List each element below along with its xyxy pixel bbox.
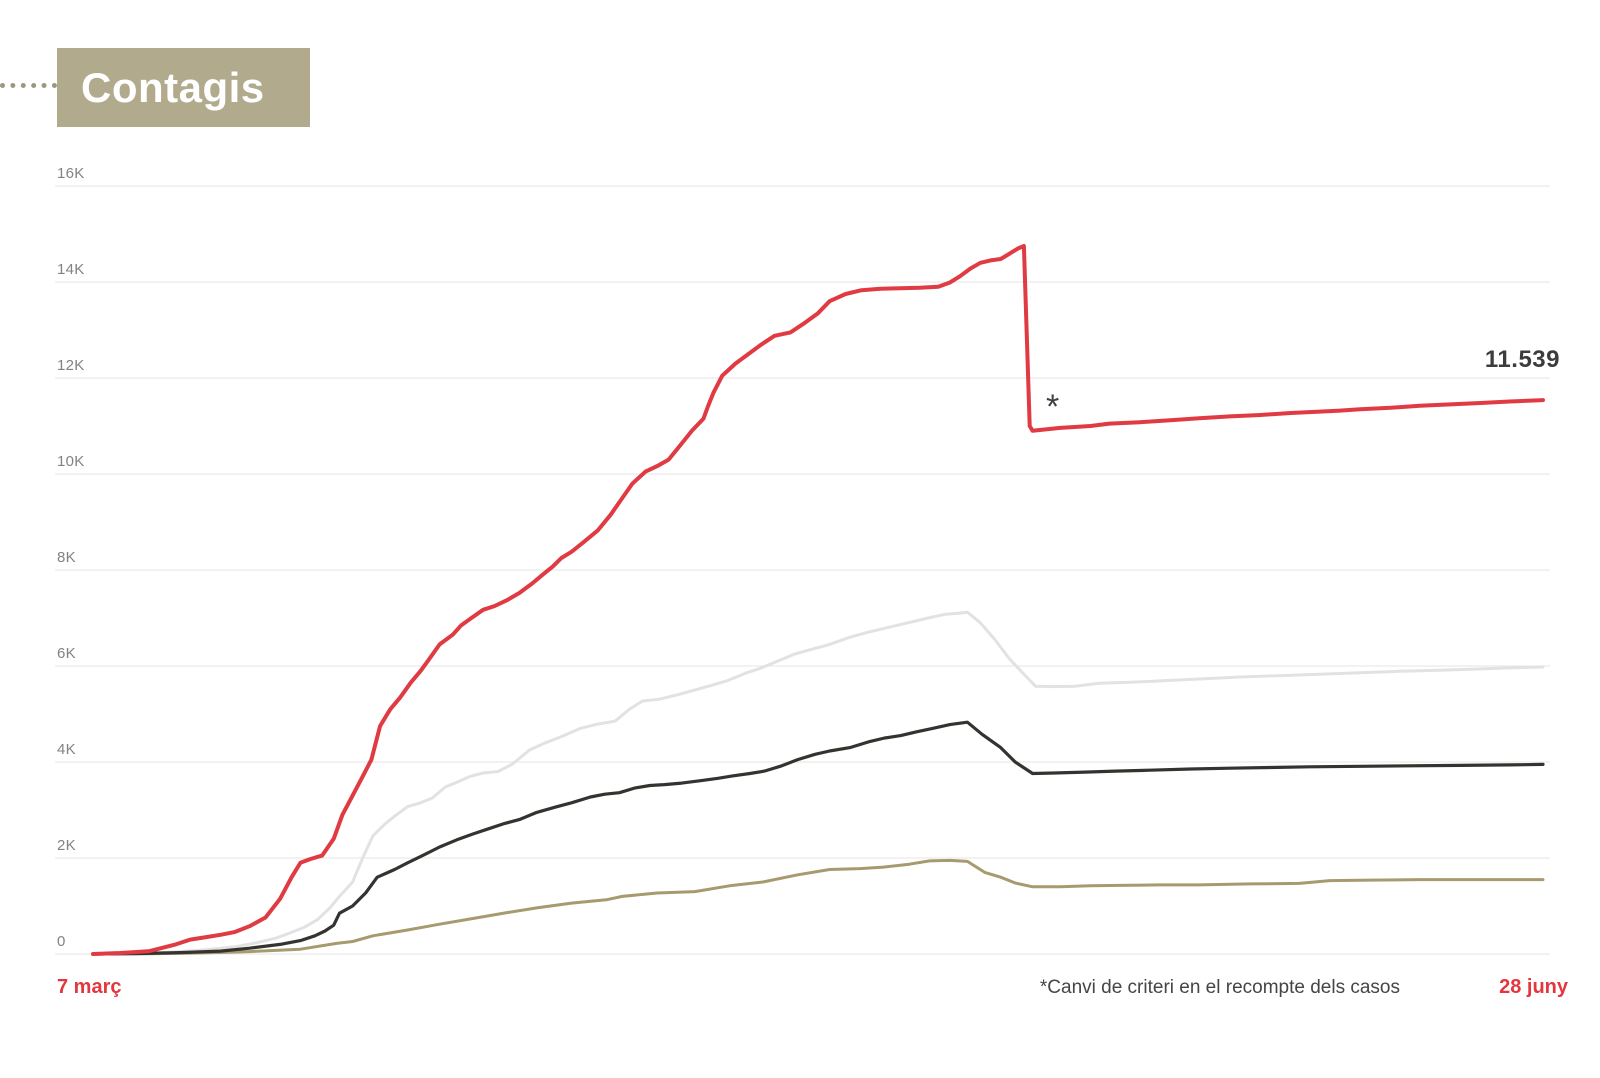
y-axis-tick-label: 10K	[57, 453, 85, 470]
chart-footnote: *Canvi de criteri en el recompte dels ca…	[1039, 977, 1400, 998]
series-gray-line	[91, 610, 1545, 956]
chart-title-box: Contagis	[57, 48, 310, 127]
y-axis-tick-label: 4K	[57, 741, 76, 758]
y-axis-tick-label: 12K	[57, 357, 85, 374]
y-axis-tick-label: 6K	[57, 645, 76, 662]
annotation-asterisk: *	[1046, 388, 1060, 426]
series-red-line	[91, 244, 1545, 956]
y-axis-tick-label: 0	[57, 933, 66, 950]
dotted-leader-line	[0, 83, 57, 88]
y-axis-tick-label: 2K	[57, 837, 76, 854]
series-end-value-label: 11.539	[1484, 346, 1560, 373]
series-olive-line	[91, 858, 1545, 956]
y-axis-tick-label: 16K	[57, 165, 85, 182]
x-axis-end-label: 28 juny	[1499, 976, 1568, 998]
y-axis-tick-label: 14K	[57, 261, 85, 278]
y-axis-tick-label: 8K	[57, 549, 76, 566]
chart-title: Contagis	[81, 63, 265, 111]
series-black-line	[91, 720, 1545, 956]
x-axis-start-label: 7 març	[57, 976, 122, 998]
